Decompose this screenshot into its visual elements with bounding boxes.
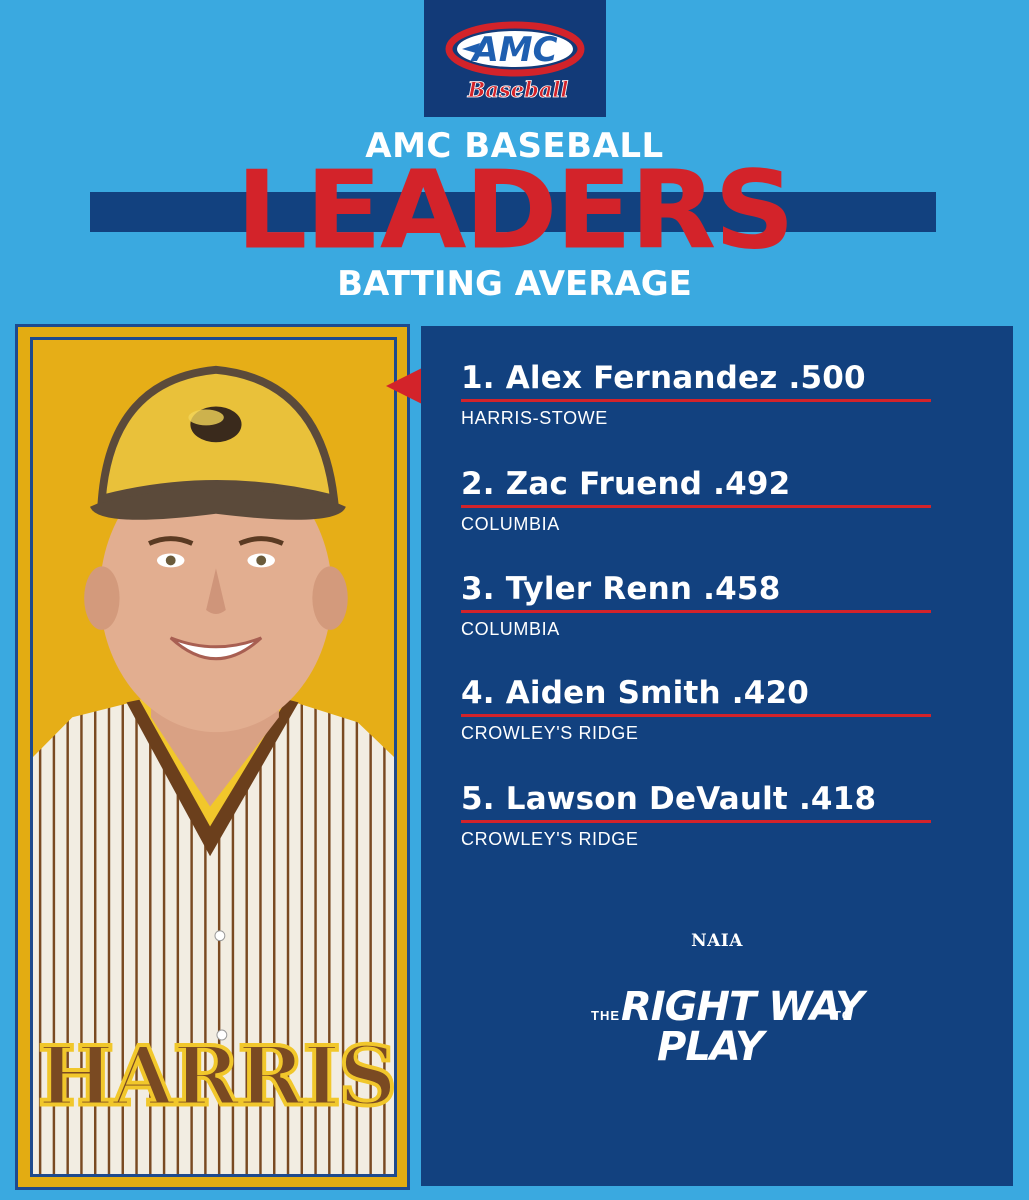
page-title: LEADERS xyxy=(236,148,795,274)
leader-name: 3. Tyler Renn .458 xyxy=(461,571,781,607)
leader-name: 1. Alex Fernandez .500 xyxy=(461,360,866,396)
leader-school: CROWLEY'S RIDGE xyxy=(461,723,639,743)
divider xyxy=(461,820,931,823)
leader-entry-1: 1. Alex Fernandez .500 HARRIS-STOWE xyxy=(461,358,991,429)
player-photo-frame: HARRIS-STOWE xyxy=(15,324,410,1190)
leader-entry-5: 5. Lawson DeVault .418 CROWLEY'S RIDGE xyxy=(461,779,991,850)
divider xyxy=(461,399,931,402)
leader-school: COLUMBIA xyxy=(461,514,560,534)
tagline-to: TO xyxy=(833,1008,853,1023)
logo-wordmark: AMC xyxy=(469,30,557,70)
amc-baseball-logo-icon: AMC Baseball xyxy=(445,21,585,102)
tagline-right-way: RIGHT WAY xyxy=(621,984,864,1030)
leader-entry-2: 2. Zac Fruend .492 COLUMBIA xyxy=(461,464,991,535)
leader-school: CROWLEY'S RIDGE xyxy=(461,829,639,849)
jersey-lettering: HARRIS-STOWE xyxy=(38,1029,394,1124)
leaders-panel: 1. Alex Fernandez .500 HARRIS-STOWE 2. Z… xyxy=(421,326,1013,1186)
leader-school: HARRIS-STOWE xyxy=(461,408,608,428)
divider xyxy=(461,505,931,508)
leader-entry-3: 3. Tyler Renn .458 COLUMBIA xyxy=(461,569,991,640)
player-portrait-icon: HARRIS-STOWE xyxy=(33,340,394,1174)
header-kicker: AMC BASEBALL xyxy=(365,126,664,166)
tagline-play: PLAY xyxy=(657,1024,764,1070)
naia-tagline: THE RIGHT WAY TO PLAY xyxy=(571,974,871,1070)
stat-category: BATTING AVERAGE xyxy=(337,264,692,304)
tagline-the: THE xyxy=(591,1008,620,1023)
leader-entry-4: 4. Aiden Smith .420 CROWLEY'S RIDGE xyxy=(461,673,991,744)
divider xyxy=(461,610,931,613)
amc-logo: AMC Baseball xyxy=(424,0,606,117)
logo-sport: Baseball xyxy=(467,77,569,102)
leader-name: 4. Aiden Smith .420 xyxy=(461,675,810,711)
leader-name: 5. Lawson DeVault .418 xyxy=(461,781,877,817)
title-band xyxy=(90,192,936,232)
leader-name: 2. Zac Fruend .492 xyxy=(461,466,791,502)
divider xyxy=(461,714,931,717)
naia-logo: NAIA xyxy=(691,931,743,951)
leader-school: COLUMBIA xyxy=(461,619,560,639)
player-photo: HARRIS-STOWE xyxy=(30,337,397,1177)
